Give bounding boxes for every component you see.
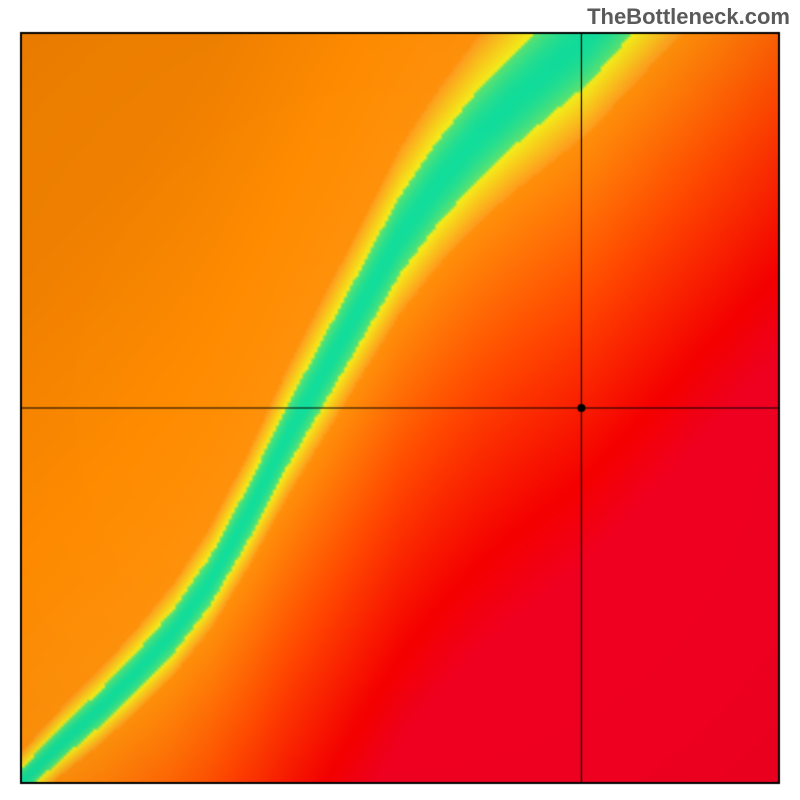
chart-stage: TheBottleneck.com [0, 0, 800, 800]
heatmap-canvas [0, 0, 800, 800]
